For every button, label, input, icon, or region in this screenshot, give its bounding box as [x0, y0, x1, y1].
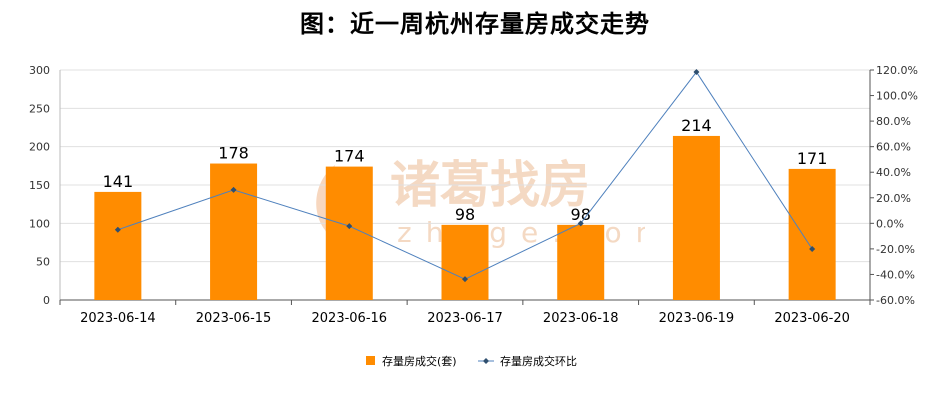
- data-label: 98: [571, 205, 591, 224]
- line-point: [346, 223, 353, 230]
- y-right-tick-label: 100.0%: [876, 90, 918, 103]
- y-left-tick-label: 200: [29, 141, 50, 154]
- line-point: [230, 186, 237, 193]
- y-right-tick-label: 80.0%: [876, 115, 911, 128]
- x-tick-label: 2023-06-17: [427, 311, 503, 326]
- y-left-tick-label: 0: [43, 294, 50, 307]
- line-point: [809, 246, 816, 253]
- x-tick-label: 2023-06-18: [543, 311, 619, 326]
- y-left-tick-label: 300: [29, 64, 50, 77]
- data-label: 98: [455, 205, 475, 224]
- x-tick-label: 2023-06-15: [196, 311, 272, 326]
- y-right-tick-label: -20.0%: [876, 243, 915, 256]
- data-label: 171: [797, 149, 828, 168]
- data-label: 178: [218, 144, 249, 163]
- bar: [788, 168, 836, 300]
- y-right-tick-label: -60.0%: [876, 294, 915, 307]
- chart-title: 图：近一周杭州存量房成交走势: [300, 10, 650, 38]
- y-right-tick-label: 40.0%: [876, 166, 911, 179]
- line-point: [693, 69, 700, 76]
- bar: [210, 163, 258, 300]
- legend-swatch-bar: [366, 356, 375, 365]
- line-point: [577, 220, 584, 227]
- y-left-tick-label: 250: [29, 102, 50, 115]
- y-right-tick-label: 20.0%: [876, 192, 911, 205]
- x-tick-label: 2023-06-20: [774, 311, 850, 326]
- data-label: 214: [681, 116, 712, 135]
- line-point: [114, 226, 121, 233]
- y-right-tick-label: -40.0%: [876, 268, 915, 281]
- bar: [557, 224, 605, 300]
- y-left-tick-label: 100: [29, 217, 50, 230]
- data-label: 141: [103, 172, 134, 191]
- y-left-tick-label: 150: [29, 179, 50, 192]
- x-tick-label: 2023-06-14: [80, 311, 156, 326]
- y-right-tick-label: 60.0%: [876, 141, 911, 154]
- y-right-tick-label: 0.0%: [876, 217, 904, 230]
- bar: [94, 191, 142, 300]
- legend-label: 存量房成交环比: [500, 354, 577, 368]
- legend-label: 存量房成交(套): [382, 354, 457, 368]
- data-label: 174: [334, 147, 365, 166]
- y-right-tick-label: 120.0%: [876, 64, 918, 77]
- x-tick-label: 2023-06-19: [659, 311, 735, 326]
- bar: [441, 224, 489, 300]
- y-left-tick-label: 50: [36, 256, 50, 269]
- legend-marker: [483, 358, 489, 364]
- x-tick-label: 2023-06-16: [312, 311, 388, 326]
- line-point: [462, 276, 468, 283]
- bar: [672, 135, 720, 300]
